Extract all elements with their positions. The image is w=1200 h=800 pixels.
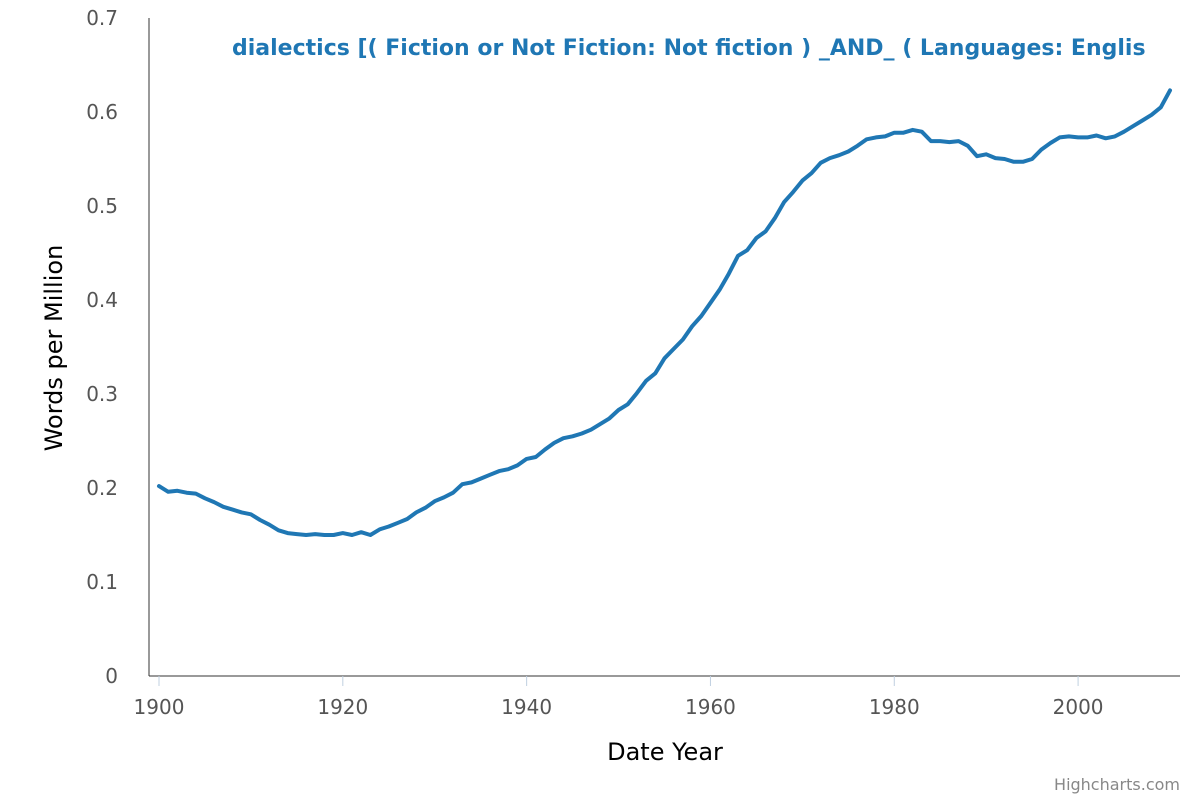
- series-label: dialectics [( Fiction or Not Fiction: No…: [232, 36, 1146, 61]
- x-tick-label: 1900: [134, 695, 185, 719]
- x-tick-label: 1940: [501, 695, 552, 719]
- y-axis: 0 0.1 0.2 0.3 0.4 0.5 0.6 0.7: [86, 6, 150, 688]
- y-tick-label: 0.3: [86, 382, 118, 406]
- x-tick-label: 1980: [869, 695, 920, 719]
- y-tick-label: 0.4: [86, 288, 118, 312]
- x-axis-title: Date Year: [607, 738, 723, 766]
- series-layer: [157, 88, 1172, 537]
- y-tick-label: 0.5: [86, 194, 118, 218]
- series-line: [157, 88, 1172, 537]
- y-tick-label: 0: [105, 664, 118, 688]
- credits-link[interactable]: Highcharts.com: [1054, 775, 1180, 794]
- y-tick-label: 0.7: [86, 6, 118, 30]
- x-axis: 1900 1920 1940 1960 1980 2000: [134, 675, 1180, 719]
- x-tick-label: 1920: [317, 695, 368, 719]
- y-axis-title: Words per Million: [40, 245, 68, 452]
- y-tick-label: 0.6: [86, 100, 118, 124]
- y-tick-label: 0.1: [86, 570, 118, 594]
- x-tick-label: 2000: [1053, 695, 1104, 719]
- y-tick-label: 0.2: [86, 476, 118, 500]
- x-tick-label: 1960: [685, 695, 736, 719]
